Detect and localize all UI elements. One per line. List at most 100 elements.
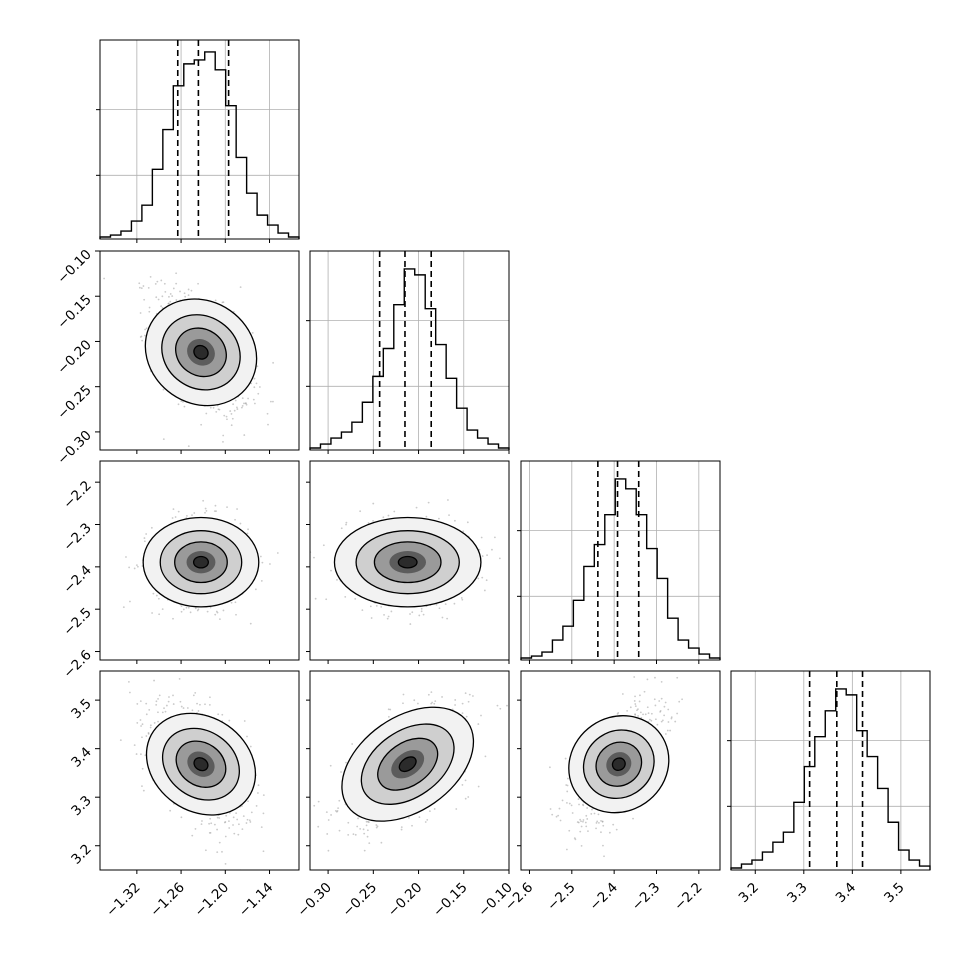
scatter-point: [272, 361, 275, 364]
scatter-point: [454, 699, 457, 701]
axes-frame: [309, 460, 510, 661]
scatter-point: [261, 561, 264, 564]
scatter-point: [183, 292, 186, 295]
scatter-point: [231, 417, 234, 420]
scatter-point: [164, 291, 167, 293]
scatter-point: [246, 818, 249, 821]
scatter-point: [413, 699, 416, 702]
scatter-point: [573, 837, 576, 840]
scatter-point: [230, 413, 233, 415]
scatter-point: [136, 565, 139, 568]
scatter-point: [245, 403, 248, 406]
scatter-point: [330, 814, 332, 816]
scatter-point: [461, 702, 464, 705]
scatter-point: [197, 282, 199, 285]
scatter-point: [221, 850, 223, 853]
scatter-point: [376, 825, 379, 828]
scatter-point: [216, 828, 218, 831]
scatter-point: [141, 339, 144, 342]
hist-panel-0: [96, 40, 300, 239]
scatter-point: [182, 400, 184, 403]
scatter-point: [486, 554, 488, 557]
scatter-point: [230, 424, 233, 427]
scatter-point: [122, 606, 125, 609]
scatter-point: [217, 713, 220, 716]
scatter-point: [247, 397, 249, 400]
scatter-point: [317, 800, 320, 803]
scatter-point: [409, 623, 412, 625]
scatter-point: [368, 842, 371, 845]
scatter-point: [222, 609, 225, 612]
scatter-point: [224, 863, 227, 865]
scatter-point: [481, 576, 484, 579]
scatter-point: [232, 824, 234, 826]
scatter-point: [454, 704, 456, 706]
scatter-point: [247, 800, 249, 803]
scatter-point: [272, 400, 274, 403]
scatter-point: [654, 718, 657, 721]
scatter-point: [260, 826, 263, 829]
scatter-point: [460, 597, 463, 599]
scatter-point: [660, 680, 663, 683]
scatter-point: [155, 704, 158, 706]
scatter-point: [179, 700, 182, 703]
scatter-point: [256, 365, 259, 368]
scatter-point: [615, 828, 618, 831]
scatter-point: [184, 295, 187, 298]
scatter-point: [326, 833, 329, 835]
scatter-point: [103, 277, 105, 280]
scatter-point: [151, 612, 153, 614]
scatter-point: [485, 579, 488, 582]
scatter-point: [411, 611, 414, 614]
scatter-point: [185, 606, 188, 609]
scatter-point: [400, 828, 403, 831]
hist-step: [309, 268, 510, 450]
scatter-point: [420, 610, 423, 613]
scatter-point: [363, 832, 366, 835]
axes-frame: [520, 460, 721, 661]
scatter-point: [393, 510, 396, 513]
scatter-point: [351, 743, 354, 745]
scatter-point: [383, 613, 385, 616]
scatter-point: [242, 815, 245, 818]
scatter-point: [253, 386, 256, 389]
scatter-point: [239, 286, 242, 289]
scatter-point: [387, 708, 390, 711]
scatter-point: [229, 410, 232, 412]
scatter-point: [366, 835, 369, 838]
scatter-point: [221, 713, 224, 716]
scatter-point: [135, 564, 138, 566]
pair-panel-3-0: [119, 677, 265, 870]
scatter-point: [167, 302, 170, 305]
scatter-point: [424, 821, 427, 823]
scatter-point: [266, 412, 269, 415]
scatter-point: [253, 377, 256, 380]
scatter-point: [156, 280, 159, 283]
scatter-point: [480, 536, 483, 539]
scatter-point: [205, 412, 208, 415]
scatter-point: [236, 406, 238, 409]
pair-panel-2-1: [310, 499, 501, 625]
scatter-point: [155, 700, 158, 703]
scatter-point: [650, 712, 653, 715]
scatter-point: [157, 298, 160, 301]
scatter-point: [270, 400, 272, 403]
pair-panel-1-0: [103, 272, 275, 448]
scatter-point: [465, 715, 468, 718]
scatter-point: [160, 279, 163, 282]
scatter-point: [585, 814, 588, 817]
scatter-point: [143, 540, 146, 543]
scatter-point: [561, 799, 564, 802]
scatter-point: [402, 693, 405, 696]
scatter-point: [461, 598, 464, 601]
scatter-point: [329, 764, 332, 767]
scatter-point: [230, 601, 233, 604]
scatter-point: [180, 605, 183, 608]
scatter-point: [325, 598, 328, 601]
scatter-point: [365, 820, 368, 823]
scatter-point: [249, 622, 252, 625]
scatter-point: [447, 499, 449, 501]
scatter-point: [200, 823, 203, 826]
scatter-point: [153, 679, 155, 682]
scatter-point: [175, 299, 178, 301]
